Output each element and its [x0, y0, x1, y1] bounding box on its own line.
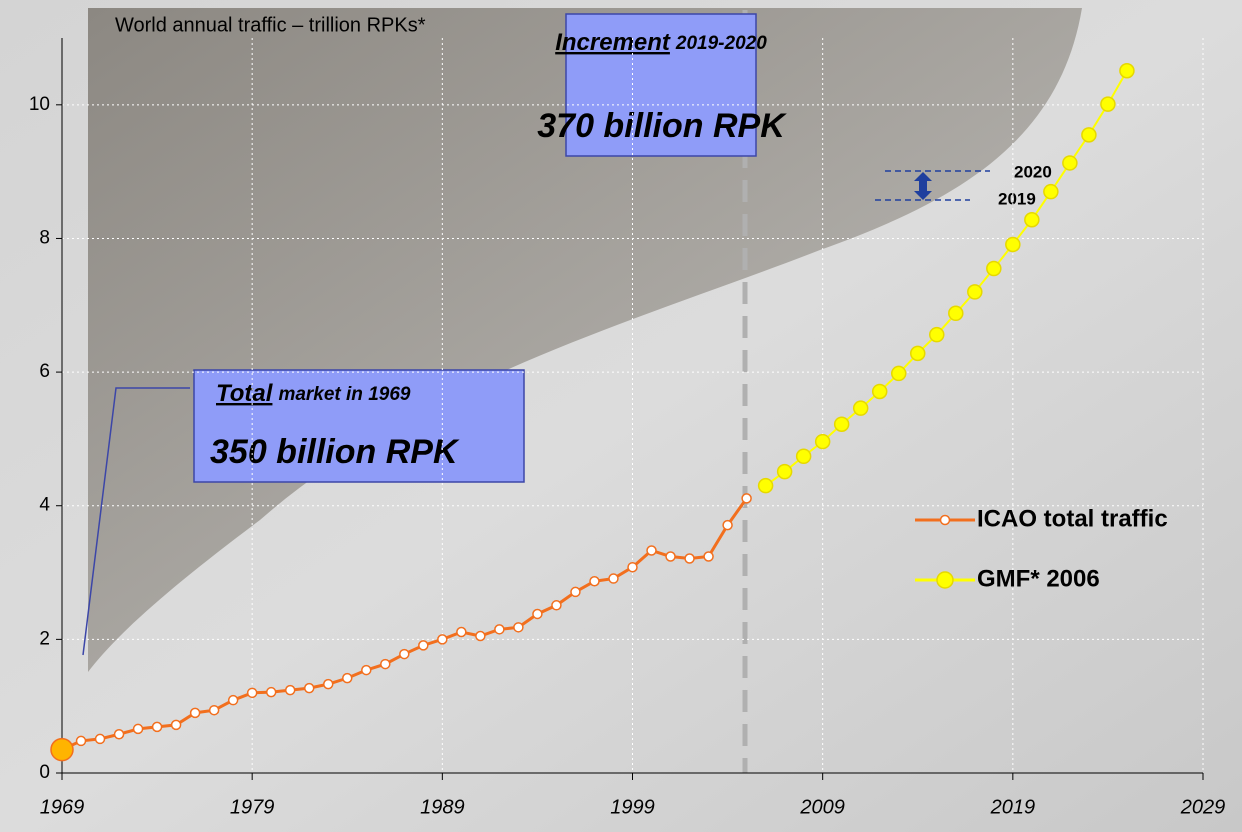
chart: World annual traffic – trillion RPKs* In…: [0, 0, 1242, 832]
data-point: [362, 666, 371, 675]
data-point: [987, 262, 1001, 276]
data-point: [968, 285, 982, 299]
data-point: [381, 660, 390, 669]
data-point: [1063, 156, 1077, 170]
data-point: [628, 563, 637, 572]
x-tick-label: 2029: [1180, 796, 1226, 818]
data-point: [457, 628, 466, 637]
data-point: [1101, 97, 1115, 111]
data-point: [1025, 213, 1039, 227]
x-tick-label: 1989: [420, 796, 465, 818]
y-tick-label: 2: [39, 628, 50, 649]
data-point: [1006, 237, 1020, 251]
annotation-title: Total: [216, 380, 274, 407]
data-point: [51, 739, 73, 761]
data-point: [286, 686, 295, 695]
annotation-subtitle: market in 1969: [278, 384, 410, 405]
data-point: [248, 688, 257, 697]
data-point: [438, 635, 447, 644]
data-point: [797, 449, 811, 463]
data-point: [400, 650, 409, 659]
data-point: [873, 384, 887, 398]
x-tick-label: 2009: [799, 796, 845, 818]
data-point: [343, 674, 352, 683]
data-point: [1044, 185, 1058, 199]
data-point: [229, 696, 238, 705]
data-point: [778, 465, 792, 479]
data-point: [1120, 64, 1134, 78]
data-point: [134, 724, 143, 733]
data-point: [172, 720, 181, 729]
data-point: [609, 574, 618, 583]
y-tick-label: 6: [39, 361, 50, 382]
chart-title: World annual traffic – trillion RPKs*: [115, 14, 426, 36]
data-point: [723, 521, 732, 530]
y-tick-label: 4: [39, 495, 50, 516]
data-point: [495, 625, 504, 634]
data-point: [96, 734, 105, 743]
data-point: [571, 587, 580, 596]
legend-label: ICAO total traffic: [977, 505, 1168, 532]
data-point: [666, 552, 675, 561]
data-point: [552, 601, 561, 610]
data-point: [305, 684, 314, 693]
x-tick-label: 2019: [990, 796, 1036, 818]
legend-marker: [937, 572, 953, 588]
data-point: [742, 494, 751, 503]
data-point: [324, 680, 333, 689]
data-point: [153, 722, 162, 731]
x-tick-label: 1979: [230, 796, 275, 818]
data-point: [267, 688, 276, 697]
y-tick-label: 0: [39, 762, 50, 783]
data-point: [759, 479, 773, 493]
y-tick-label: 10: [29, 94, 50, 115]
annotation-subtitle: 2019-2020: [675, 33, 767, 54]
annotation-title: Increment: [555, 29, 671, 56]
arrow-label: 2019: [998, 189, 1036, 208]
x-tick-label: 1999: [610, 796, 655, 818]
data-point: [476, 632, 485, 641]
data-point: [210, 706, 219, 715]
data-point: [191, 708, 200, 717]
legend-marker: [941, 516, 950, 525]
annotation-text: 350 billion RPK: [210, 433, 460, 471]
y-tick-label: 8: [39, 227, 50, 248]
data-point: [685, 554, 694, 563]
data-point: [892, 366, 906, 380]
arrow-label: 2020: [1014, 162, 1052, 181]
data-point: [115, 730, 124, 739]
data-point: [835, 417, 849, 431]
data-point: [647, 546, 656, 555]
data-point: [816, 435, 830, 449]
data-point: [514, 623, 523, 632]
data-point: [930, 328, 944, 342]
data-point: [1082, 128, 1096, 142]
legend-label: GMF* 2006: [977, 565, 1100, 592]
x-tick-label: 1969: [40, 796, 85, 818]
data-point: [590, 577, 599, 586]
annotation-text: 370 billion RPK: [537, 107, 787, 145]
data-point: [704, 552, 713, 561]
data-point: [419, 641, 428, 650]
data-point: [949, 306, 963, 320]
data-point: [854, 401, 868, 415]
data-point: [77, 736, 86, 745]
data-point: [911, 346, 925, 360]
data-point: [533, 609, 542, 618]
